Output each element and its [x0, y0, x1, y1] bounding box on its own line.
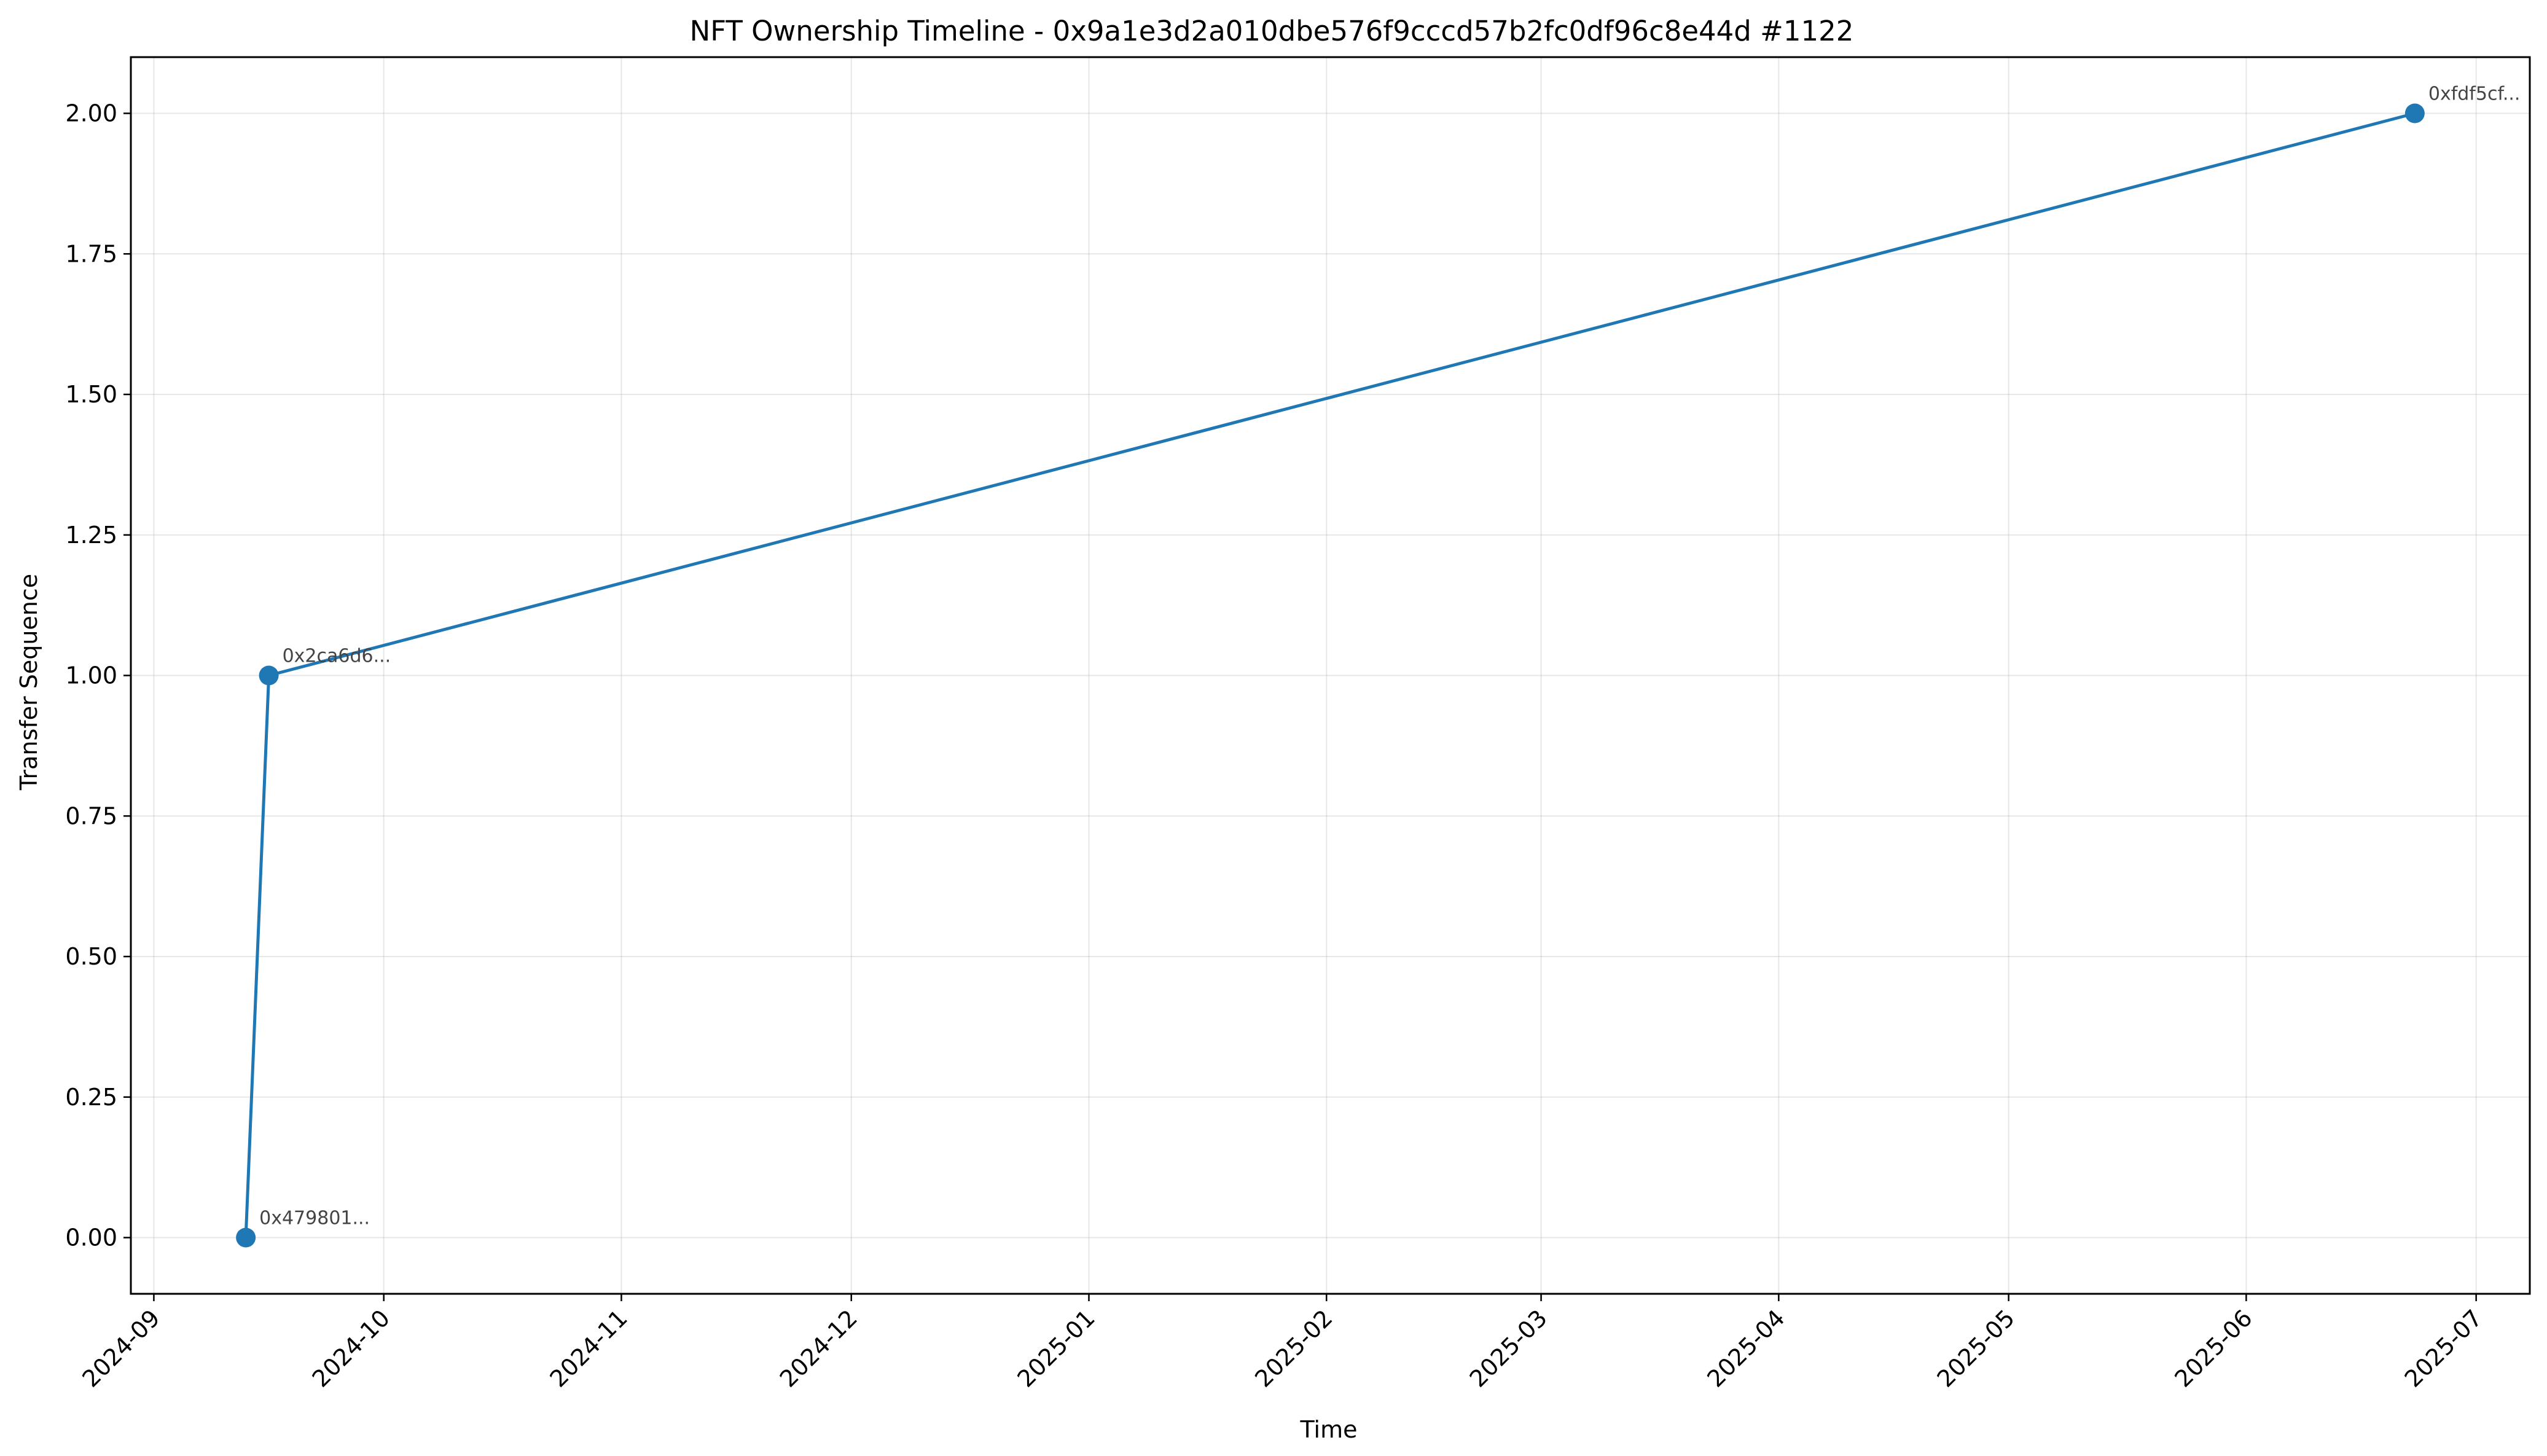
y-axis-label: Transfer Sequence — [15, 574, 42, 791]
y-tick-label: 0.25 — [65, 1084, 117, 1111]
y-tick-label: 1.75 — [65, 240, 117, 267]
y-tick-label: 0.50 — [65, 943, 117, 970]
series-layer — [236, 103, 2425, 1248]
data-point — [259, 665, 279, 686]
point-labels: 0x479801... 0x2ca6d6... 0xfdf5cf... — [259, 84, 2520, 1229]
x-axis-label: Time — [1300, 1416, 1358, 1443]
y-axis-ticks: 0.00 0.25 0.50 0.75 1.00 1.25 1.50 1.75 2.00 — [65, 100, 131, 1251]
y-tick-label: 0.75 — [65, 802, 117, 829]
y-tick-label: 2.00 — [65, 100, 117, 127]
gridlines — [131, 57, 2530, 1294]
data-point — [236, 1227, 256, 1248]
data-point-label: 0x2ca6d6... — [283, 646, 391, 667]
y-tick-label: 1.25 — [65, 522, 117, 549]
data-point-label: 0x479801... — [259, 1208, 370, 1229]
y-tick-label: 0.00 — [65, 1224, 117, 1251]
y-tick-label: 1.50 — [65, 381, 117, 408]
data-point — [2404, 103, 2425, 123]
chart-title: NFT Ownership Timeline - 0x9a1e3d2a010db… — [690, 15, 1854, 47]
y-tick-label: 1.00 — [65, 662, 117, 689]
data-point-label: 0xfdf5cf... — [2428, 84, 2521, 105]
